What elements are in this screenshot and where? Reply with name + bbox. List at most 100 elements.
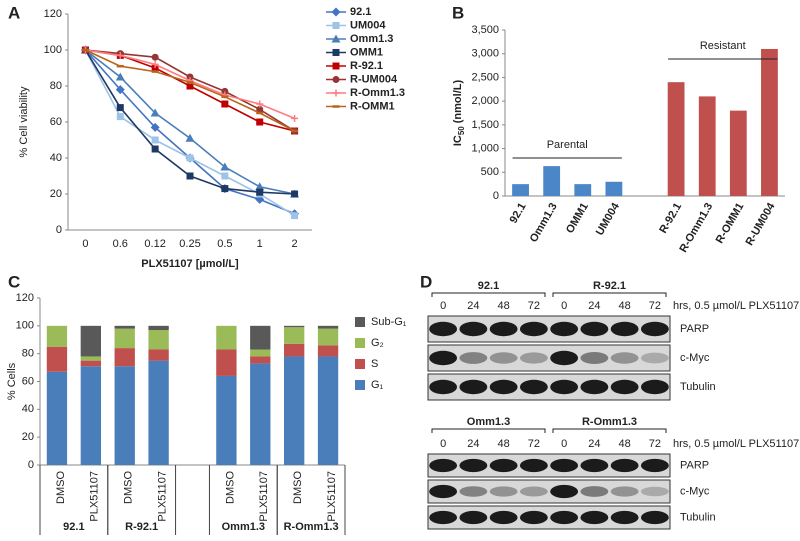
point: [291, 212, 299, 220]
y-tick-label: 3,500: [471, 24, 499, 36]
y-tick-label: 100: [16, 320, 34, 332]
blot-band: [429, 484, 458, 499]
blot-band: [580, 352, 609, 364]
x-tick-label: PLX51107: [326, 471, 338, 522]
bar-segment: [317, 325, 339, 329]
blot-band: [489, 458, 518, 473]
bar-segment: [80, 356, 101, 361]
point: [332, 89, 340, 97]
point: [256, 100, 264, 108]
bar-segment: [148, 330, 169, 350]
blot-group-label: R-Omm1.3: [582, 416, 637, 428]
legend-swatch: [355, 317, 365, 327]
legend-label: UM004: [350, 19, 386, 31]
lane-label: 24: [588, 438, 600, 450]
blot-band: [550, 321, 579, 337]
blot-band: [610, 458, 639, 473]
bar: [667, 82, 685, 196]
blot-band: [489, 486, 518, 497]
lane-label: 48: [498, 438, 510, 450]
blot-bracket: [552, 428, 667, 433]
point: [221, 185, 229, 193]
treatment-label: hrs, 0.5 µmol/L PLX51107: [673, 438, 799, 450]
blot-group-label: Omm1.3: [467, 416, 510, 428]
lane-label: 0: [440, 300, 446, 312]
blot-band: [429, 321, 458, 337]
blot-band: [459, 379, 488, 395]
blot-band: [640, 379, 669, 395]
legend-label: G₁: [371, 379, 384, 391]
lane-label: 24: [467, 300, 479, 312]
lane-label: 24: [467, 438, 479, 450]
panel-label: D: [420, 272, 432, 291]
bar-segment: [216, 349, 237, 376]
y-tick-label: 120: [44, 8, 62, 20]
point: [221, 87, 229, 95]
y-tick-label: 20: [50, 188, 62, 200]
blot-strip: [427, 453, 671, 478]
lane-label: 0: [561, 300, 567, 312]
blot-band: [459, 321, 488, 337]
bar-segment: [250, 363, 271, 465]
x-tick-label: PLX51107: [258, 471, 270, 522]
legend-label: R-Omm1.3: [350, 87, 405, 99]
blot-band: [580, 321, 609, 337]
x-tick-label: 0.25: [179, 238, 200, 250]
lane-label: 72: [528, 438, 540, 450]
x-tick-label: UM004: [594, 200, 623, 237]
y-tick-label: 2,500: [471, 71, 499, 83]
point: [151, 136, 159, 144]
blot-band: [489, 321, 518, 337]
blot-band: [429, 510, 458, 525]
y-axis-label: IC50 (nmol/L): [452, 80, 466, 147]
bar-segment: [216, 375, 237, 465]
legend-label: G₂: [371, 337, 384, 349]
x-tick-label: 0.12: [144, 238, 165, 250]
blot-band: [519, 486, 548, 497]
x-tick-label: R-92.1: [657, 201, 684, 236]
blot-band: [459, 352, 488, 364]
blot-band: [580, 379, 609, 395]
point: [116, 51, 124, 59]
legend-label: Sub-G₁: [371, 316, 407, 328]
x-tick-label: 92.1: [508, 201, 529, 226]
point: [331, 34, 341, 43]
point: [150, 122, 160, 132]
treatment-label: hrs, 0.5 µmol/L PLX51107: [673, 300, 799, 312]
blot-band: [610, 486, 639, 497]
bar-segment: [317, 328, 339, 346]
blot-strip: [427, 505, 671, 530]
bar-segment: [80, 325, 101, 357]
bar-segment: [46, 325, 68, 347]
blot-band: [489, 379, 518, 395]
point: [186, 73, 194, 81]
blot-band: [489, 352, 518, 364]
blot-row-label: PARP: [680, 323, 709, 335]
legend-swatch: [355, 338, 365, 348]
y-tick-label: 0: [28, 459, 34, 471]
bar-segment: [148, 325, 169, 331]
blot-row-label: Tubulin: [680, 381, 716, 393]
legend-label: R-92.1: [350, 60, 383, 72]
point: [256, 118, 264, 126]
legend-label: 92.1: [350, 6, 371, 18]
annotation: Resistant: [700, 40, 746, 52]
bar: [512, 184, 529, 196]
panel-label: C: [8, 272, 20, 291]
legend-label: S: [371, 358, 378, 370]
bar-segment: [114, 348, 135, 367]
bar-segment: [148, 360, 169, 465]
legend-label: Omm1.3: [350, 33, 393, 45]
lane-label: 48: [619, 300, 631, 312]
y-tick-label: 40: [50, 152, 62, 164]
y-label-main: IC: [452, 135, 464, 146]
point: [150, 108, 160, 117]
lane-label: 72: [649, 438, 661, 450]
bar-segment: [284, 327, 305, 344]
lane-label: 0: [440, 438, 446, 450]
point: [116, 113, 124, 121]
blot-band: [550, 510, 579, 525]
blot-row-label: Tubulin: [680, 511, 716, 523]
blot-band: [640, 458, 669, 473]
